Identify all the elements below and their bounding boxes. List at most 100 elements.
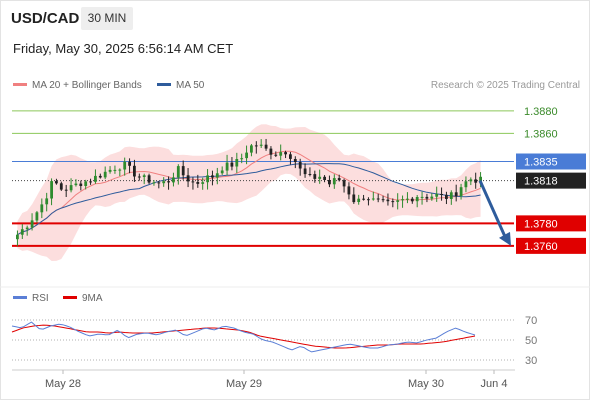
candle-body	[469, 179, 473, 182]
rsi-tick-label: 30	[525, 355, 537, 367]
candle-body	[269, 148, 273, 155]
candle-body	[191, 181, 195, 183]
candle-body	[313, 174, 317, 179]
candle-body	[113, 169, 117, 171]
candle-body	[352, 194, 356, 203]
candle-body	[50, 181, 53, 199]
candle-body	[464, 181, 468, 188]
candle-body	[357, 198, 361, 202]
timeframe-button[interactable]: 30 MIN	[81, 7, 133, 30]
timestamp: Friday, May 30, 2025 6:56:14 AM CET	[13, 41, 234, 56]
candle-body	[479, 176, 482, 183]
bollinger-band	[17, 124, 481, 261]
candle-body	[289, 154, 292, 159]
candle-body	[396, 200, 400, 202]
candle-body	[108, 169, 112, 172]
candle-body	[162, 181, 166, 184]
candle-body	[391, 201, 395, 203]
candle-body	[459, 187, 463, 197]
ma20-swatch	[13, 82, 27, 86]
candle-body	[16, 234, 19, 240]
candle-body	[401, 199, 404, 201]
candle-body	[181, 166, 185, 176]
candle-body	[245, 152, 248, 159]
candle-body	[303, 168, 307, 175]
candle-body	[254, 145, 258, 147]
rsi-ma-line	[11, 324, 476, 349]
ma50-line	[17, 163, 481, 236]
candle-body	[89, 181, 92, 183]
candle-body	[250, 145, 253, 153]
candle-body	[152, 182, 156, 184]
legend-rsi: RSI	[13, 293, 49, 304]
forecast-arrow-shaft	[478, 180, 508, 240]
candle-body	[55, 181, 58, 184]
legend-rsi-ma: 9MA	[63, 293, 103, 304]
price-label-tag	[516, 237, 586, 254]
candle-body	[347, 186, 351, 195]
x-tick-label: Jun 4	[481, 378, 508, 390]
candle-body	[176, 166, 180, 178]
legend-ma50: MA 50	[157, 80, 204, 91]
candle-body	[147, 175, 151, 183]
candle-body	[64, 189, 68, 191]
candle-body	[435, 194, 439, 197]
candle-body	[410, 198, 414, 202]
price-label: 1.3760	[524, 241, 558, 253]
candle-body	[318, 176, 322, 179]
rsi-ma-swatch	[63, 295, 77, 299]
price-label: 1.3835	[524, 157, 558, 169]
candle-body	[128, 161, 131, 166]
candle-body	[323, 176, 326, 180]
candle-body	[167, 181, 170, 183]
candle-body	[376, 198, 380, 200]
candle-body	[308, 174, 312, 175]
candle-body	[279, 152, 283, 156]
price-label: 1.3818	[524, 176, 558, 188]
candle-body	[133, 165, 136, 177]
candle-body	[342, 180, 346, 187]
candle-body	[362, 198, 365, 200]
candle-body	[79, 183, 83, 186]
price-label-tag	[516, 215, 586, 232]
candle-body	[59, 183, 63, 190]
candle-body	[386, 199, 390, 202]
credit-text: Research © 2025 Trading Central	[430, 80, 580, 91]
candle-body	[94, 175, 97, 182]
candle-body	[172, 177, 175, 183]
candle-body	[274, 154, 278, 156]
chart-header: USD/CAD 30 MIN	[0, 0, 590, 36]
price-label: 1.3780	[524, 218, 558, 230]
candle-body	[84, 181, 88, 186]
candle-body	[332, 178, 336, 185]
candle-body	[45, 198, 49, 205]
candle-body	[474, 179, 478, 183]
candle-body	[440, 194, 443, 195]
candle-body	[445, 194, 448, 199]
candle-body	[98, 175, 102, 178]
legend-rsi-ma-label: 9MA	[82, 293, 103, 304]
candle-body	[103, 171, 107, 178]
rsi-tick-label: 50	[525, 335, 537, 347]
candle-body	[381, 199, 385, 201]
candle-body	[406, 198, 409, 200]
candle-body	[137, 176, 141, 178]
candle-body	[449, 192, 453, 199]
candle-body	[157, 182, 161, 184]
candle-body	[69, 185, 73, 191]
forecast-arrow-head	[499, 231, 511, 246]
legend-ma20: MA 20 + Bollinger Bands	[13, 80, 142, 91]
candles	[16, 138, 482, 247]
candle-body	[211, 175, 214, 178]
candle-body	[20, 229, 24, 235]
candle-body	[230, 162, 234, 167]
candle-body	[454, 192, 458, 197]
candle-body	[35, 212, 39, 221]
candle-body	[225, 162, 229, 171]
candle-body	[259, 144, 263, 146]
candle-body	[240, 158, 244, 160]
candle-body	[430, 196, 434, 199]
candle-body	[371, 198, 375, 200]
ma50-swatch	[157, 82, 171, 86]
